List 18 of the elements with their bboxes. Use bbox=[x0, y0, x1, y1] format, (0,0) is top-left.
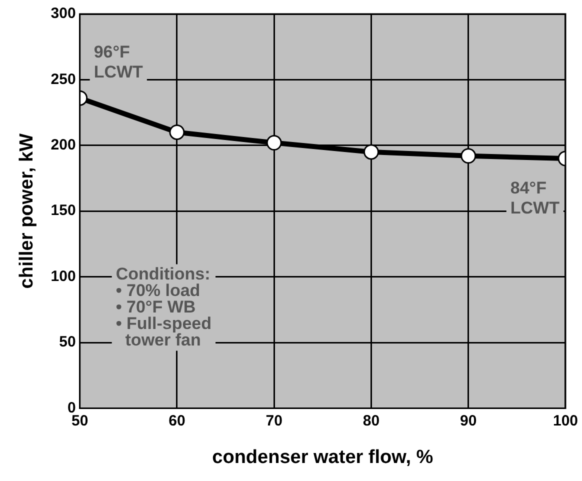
annotation: 96°F LCWT bbox=[94, 42, 144, 82]
x-tick-label: 80 bbox=[362, 412, 380, 430]
x-tick-label: 90 bbox=[460, 412, 477, 430]
y-tick-label: 300 bbox=[50, 5, 76, 22]
x-axis-title: condenser water flow, % bbox=[212, 446, 434, 468]
annotation: 84°F LCWT bbox=[510, 178, 560, 218]
x-tick-label: 100 bbox=[552, 412, 578, 430]
y-tick-label: 250 bbox=[50, 70, 76, 88]
annotation: Conditions: • 70% load • 70°F WB • Full-speed tower fan bbox=[116, 264, 212, 350]
y-tick-label: 200 bbox=[50, 136, 76, 154]
y-tick-label: 50 bbox=[59, 334, 76, 351]
point bbox=[266, 135, 282, 151]
y-axis-title: chiller power, kW bbox=[16, 133, 38, 289]
y-tick-label: 100 bbox=[50, 268, 76, 285]
y-tick-label: 150 bbox=[50, 202, 76, 220]
x-tick-label: 60 bbox=[168, 412, 186, 430]
x-tick-label: 70 bbox=[266, 412, 282, 430]
point bbox=[363, 144, 379, 160]
